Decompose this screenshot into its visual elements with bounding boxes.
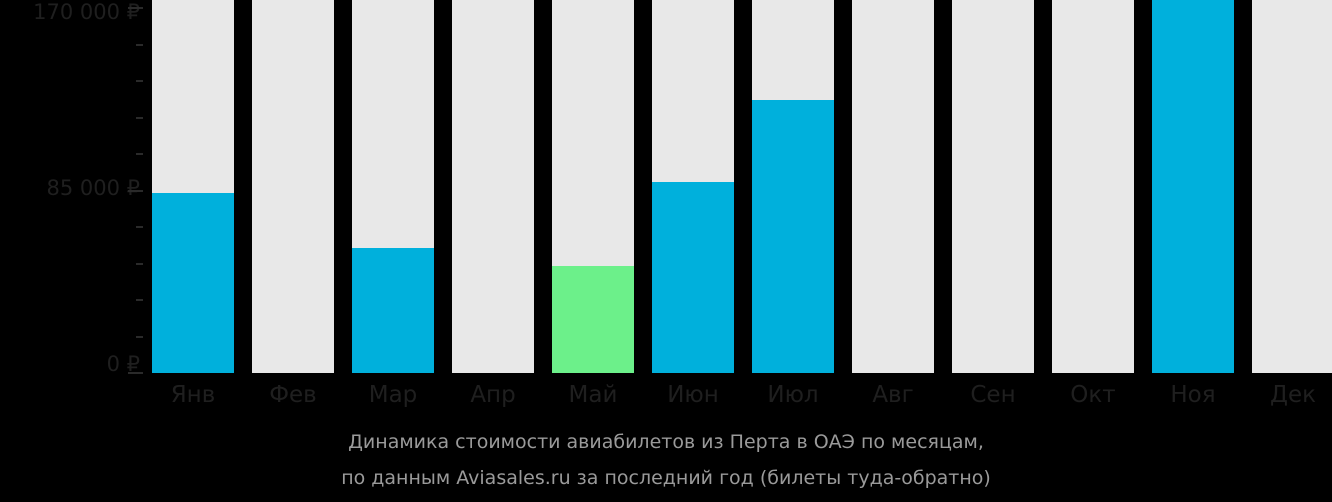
x-axis-label: Дек	[1269, 382, 1316, 408]
x-axis-label: Июл	[767, 382, 819, 408]
x-axis-label: Фев	[269, 382, 317, 408]
bar-6[interactable]	[652, 0, 734, 373]
x-axis-label: Ноя	[1170, 382, 1216, 408]
bar-1[interactable]	[152, 0, 234, 373]
y-axis-label-max: 170 000 ₽	[33, 0, 140, 24]
bar-2[interactable]	[252, 0, 334, 373]
bar-value-fill	[152, 192, 234, 373]
x-axis-label: Июн	[667, 382, 719, 408]
bar-value-fill	[1152, 0, 1234, 373]
y-axis-minor-tick	[136, 226, 143, 228]
bar-10[interactable]	[1052, 0, 1134, 373]
bar-3[interactable]	[352, 0, 434, 373]
bar-value-fill	[652, 181, 734, 373]
bar-12[interactable]	[1252, 0, 1332, 373]
bar-value-fill	[752, 100, 834, 373]
x-axis-label: Окт	[1070, 382, 1116, 408]
x-axis-label: Май	[568, 382, 618, 408]
y-axis-minor-tick	[136, 116, 143, 119]
bar-8[interactable]	[852, 0, 934, 373]
x-axis-label: Янв	[170, 382, 216, 408]
y-axis-major-tick	[128, 372, 143, 374]
chart-caption-line1: Динамика стоимости авиабилетов из Перта …	[348, 431, 984, 453]
y-axis-minor-tick	[136, 153, 143, 155]
bar-9[interactable]	[952, 0, 1034, 373]
y-axis-label-mid: 85 000 ₽	[46, 176, 140, 200]
y-axis-minor-tick	[136, 80, 143, 82]
y-axis-minor-tick	[136, 335, 143, 338]
bar-11[interactable]	[1152, 0, 1234, 373]
y-axis-minor-tick	[136, 43, 143, 46]
bar-value-fill	[552, 265, 634, 373]
bar-value-fill	[352, 248, 434, 373]
bar-5[interactable]	[552, 0, 634, 373]
y-axis-minor-tick	[136, 299, 143, 301]
chart-caption-line2: по данным Aviasales.ru за последний год …	[341, 467, 991, 489]
x-axis-label: Мар	[368, 382, 418, 408]
x-axis-label: Апр	[470, 382, 516, 408]
bar-4[interactable]	[452, 0, 534, 373]
y-axis-major-tick	[128, 189, 143, 192]
bar-7[interactable]	[752, 0, 834, 373]
x-axis-label: Сен	[970, 382, 1016, 408]
y-axis-major-tick	[128, 7, 143, 9]
y-axis-minor-tick	[136, 262, 143, 265]
x-axis-label: Авг	[872, 382, 914, 408]
